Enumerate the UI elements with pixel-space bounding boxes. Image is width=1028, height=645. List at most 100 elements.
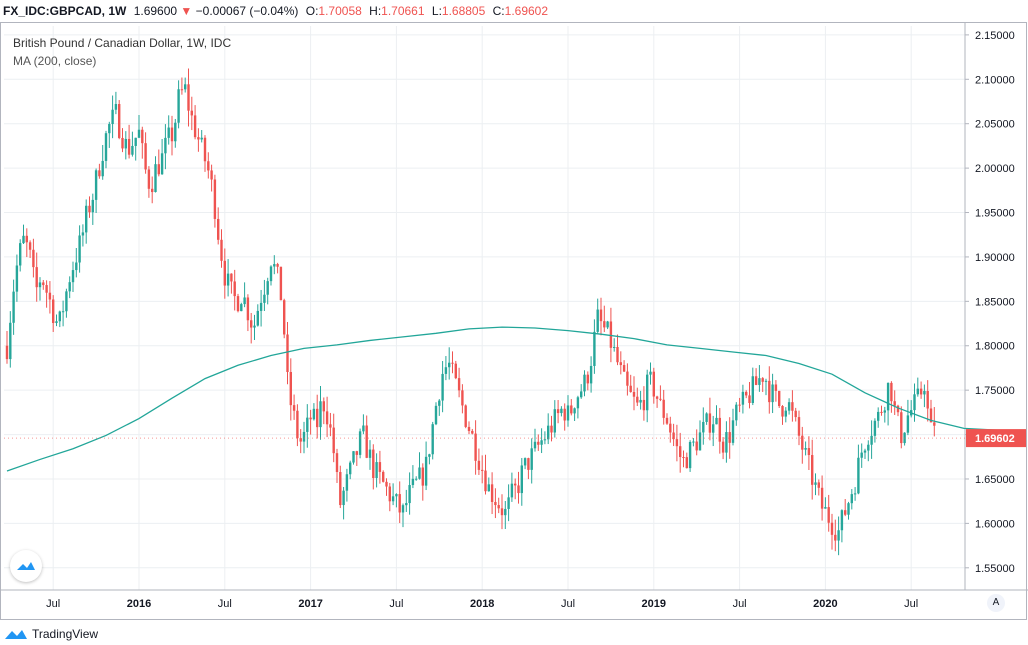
candle-body xyxy=(613,346,616,348)
candle-body xyxy=(401,505,405,513)
candle-body xyxy=(626,371,629,386)
x-tick-label: 2019 xyxy=(642,598,666,610)
symbol-name[interactable]: FX_IDC:GBPCAD, 1W xyxy=(3,4,127,18)
tradingview-float-button[interactable] xyxy=(10,550,42,582)
candle-body xyxy=(52,299,55,324)
candle-body xyxy=(913,394,916,411)
brand-text: TradingView xyxy=(32,627,99,641)
y-tick-label: 1.65000 xyxy=(975,474,1015,486)
candle-body xyxy=(147,169,151,189)
candle-body xyxy=(830,522,834,535)
candle-body xyxy=(547,425,550,440)
candle-body xyxy=(817,482,820,488)
candle-body xyxy=(42,282,45,286)
candle-body xyxy=(583,374,586,392)
candle-body xyxy=(279,266,283,301)
candle-body xyxy=(870,435,873,445)
candle-body xyxy=(438,400,441,406)
candle-body xyxy=(781,406,784,417)
chart-area[interactable]: 2.15000 2.10000 2.05000 2.00000 1.95000 1.900… xyxy=(0,22,1028,622)
candle-body xyxy=(316,408,319,428)
candle-body xyxy=(124,138,127,149)
candle-body xyxy=(929,408,933,423)
high-label: H: xyxy=(369,4,382,18)
candle-body xyxy=(860,452,863,458)
high-value: 1.70661 xyxy=(381,4,425,18)
candle-body xyxy=(886,382,890,411)
candle-body xyxy=(388,486,391,502)
candle-body xyxy=(263,294,266,303)
candle-body xyxy=(741,391,745,405)
candle-body xyxy=(550,425,553,433)
y-tick-label: 1.60000 xyxy=(975,518,1015,530)
candle-body xyxy=(246,297,250,321)
x-tick-label: Jul xyxy=(904,598,918,610)
candle-body xyxy=(464,405,467,427)
footer-branding[interactable]: TradingView xyxy=(4,624,98,644)
candle-body xyxy=(355,451,358,455)
candle-body xyxy=(203,137,207,162)
candle-body xyxy=(266,281,269,295)
ma-200-line xyxy=(6,326,1014,472)
candle-body xyxy=(708,413,712,433)
candle-body xyxy=(481,469,484,471)
candle-body xyxy=(230,273,233,282)
candle-body xyxy=(28,242,32,250)
price-chart[interactable]: 2.15000 2.10000 2.05000 2.00000 1.95000 1.900… xyxy=(0,22,1028,622)
change-down-icon: ▼ xyxy=(180,4,193,18)
candle-body xyxy=(309,417,312,420)
candle-body xyxy=(801,435,804,450)
candle-body xyxy=(94,170,98,200)
auto-scale-button[interactable]: A xyxy=(987,594,1005,612)
candle-body xyxy=(424,456,428,486)
candle-body xyxy=(362,425,365,432)
candle-body xyxy=(840,510,844,531)
candle-body xyxy=(490,484,494,502)
candle-body xyxy=(530,448,533,470)
candle-body xyxy=(187,84,190,111)
candle-body xyxy=(372,449,375,479)
candle-body xyxy=(589,365,593,384)
candle-body xyxy=(141,129,144,144)
candle-body xyxy=(745,391,748,396)
candle-body xyxy=(174,122,177,142)
candle-body xyxy=(877,411,880,421)
candle-body xyxy=(573,408,576,414)
candle-body xyxy=(461,390,464,406)
candle-body xyxy=(906,415,910,433)
candle-body xyxy=(144,143,147,170)
legend-title[interactable]: British Pound / Canadian Dollar, 1W, IDC xyxy=(13,36,232,50)
x-tick-label: Jul xyxy=(46,598,60,610)
candle-body xyxy=(764,380,768,382)
candle-body xyxy=(240,304,243,312)
candle-body xyxy=(771,384,774,403)
candle-body xyxy=(217,218,220,240)
candle-body xyxy=(599,309,603,322)
candle-body xyxy=(378,462,382,472)
candle-body xyxy=(471,430,474,434)
candle-body xyxy=(233,281,236,297)
candle-body xyxy=(586,374,589,384)
candle-body xyxy=(484,470,487,492)
candle-body xyxy=(477,460,481,470)
candle-body xyxy=(494,501,497,506)
candle-body xyxy=(434,405,438,425)
candle-body xyxy=(398,494,401,513)
candle-body xyxy=(751,376,754,403)
candle-body xyxy=(299,438,302,442)
candle-body xyxy=(794,410,797,418)
candle-body xyxy=(705,413,708,422)
candle-body xyxy=(322,401,325,412)
candle-body xyxy=(134,137,137,146)
candle-body xyxy=(692,441,695,443)
candle-body xyxy=(339,472,342,506)
y-tick-label: 1.55000 xyxy=(975,563,1015,575)
candle-body xyxy=(893,401,896,406)
candle-body xyxy=(269,266,273,282)
close-label: C: xyxy=(492,4,505,18)
candle-body xyxy=(286,334,289,373)
candle-body xyxy=(342,490,345,506)
legend-ma[interactable]: MA (200, close) xyxy=(13,54,97,68)
price-change: −0.00067 (−0.04%) xyxy=(195,4,299,18)
candle-body xyxy=(933,422,936,426)
